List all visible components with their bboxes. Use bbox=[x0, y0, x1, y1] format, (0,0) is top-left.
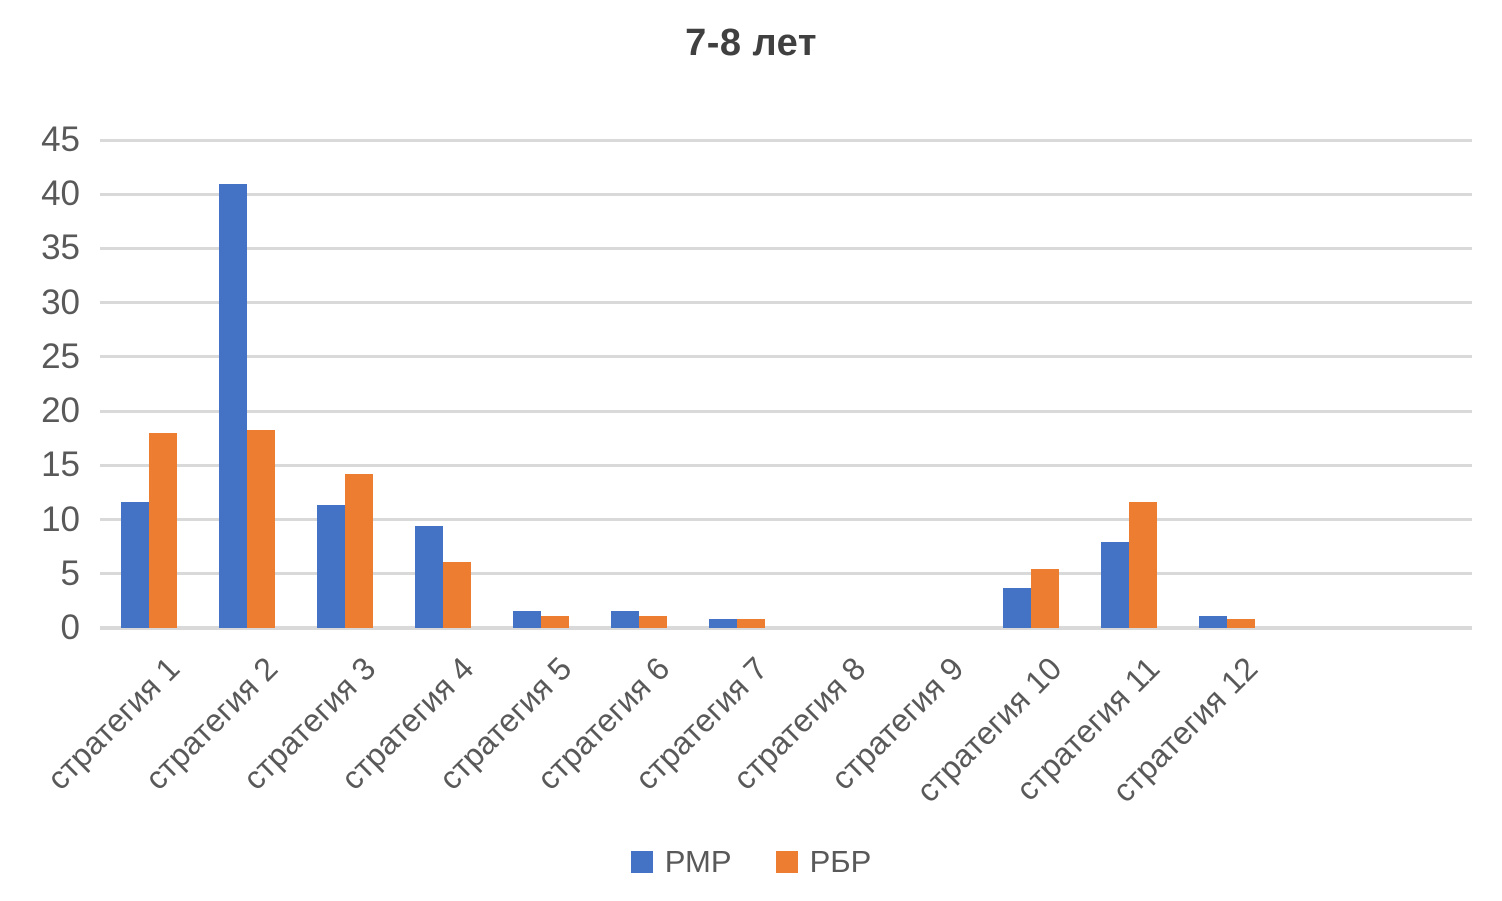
bar-РМР-2 bbox=[219, 184, 247, 628]
legend-label-series1: РМР bbox=[664, 844, 732, 879]
bar-РМР-6 bbox=[611, 610, 639, 628]
gridline-y30 bbox=[100, 301, 1472, 305]
chart-title: 7-8 лет bbox=[685, 22, 817, 64]
bar-РБР-3 bbox=[345, 474, 373, 628]
gridline-y5 bbox=[100, 572, 1472, 576]
bar-РБР-12 bbox=[1227, 619, 1255, 628]
x-axis-label-anchor-12: стратегия 12 bbox=[1105, 650, 1428, 809]
bar-РМР-7 bbox=[709, 619, 737, 628]
bar-РМР-5 bbox=[513, 610, 541, 628]
bar-РБР-1 bbox=[149, 432, 177, 628]
bar-РМР-12 bbox=[1199, 616, 1227, 628]
series1-swatch-icon bbox=[630, 851, 653, 873]
y-axis-label-0: 0 bbox=[60, 608, 80, 647]
gridline-y15 bbox=[100, 463, 1472, 467]
legend-item-series2: РБР bbox=[775, 844, 872, 879]
bar-РМР-10 bbox=[1003, 587, 1031, 628]
y-axis-label-45: 45 bbox=[41, 120, 80, 159]
legend-item-series1: РМР bbox=[630, 844, 732, 879]
bar-РБР-5 bbox=[541, 616, 569, 628]
bar-РБР-11 bbox=[1129, 502, 1157, 628]
legend: РМР РБР bbox=[0, 845, 1502, 879]
legend-label-series2: РБР bbox=[809, 844, 872, 879]
gridline-y0 bbox=[100, 626, 1472, 630]
y-axis-label-20: 20 bbox=[41, 391, 80, 431]
y-axis-label-40: 40 bbox=[41, 174, 80, 214]
bar-РМР-1 bbox=[121, 502, 149, 628]
bar-РБР-6 bbox=[639, 616, 667, 628]
gridline-y20 bbox=[100, 409, 1472, 413]
y-axis-label-15: 15 bbox=[41, 445, 80, 485]
y-axis-label-35: 35 bbox=[41, 228, 80, 268]
gridline-y40 bbox=[100, 192, 1472, 196]
bar-РМР-3 bbox=[317, 505, 345, 628]
bar-РБР-7 bbox=[737, 619, 765, 628]
bar-РМР-11 bbox=[1101, 542, 1129, 628]
gridline-y25 bbox=[100, 355, 1472, 359]
y-axis-label-10: 10 bbox=[41, 499, 80, 539]
bar-РМР-4 bbox=[415, 526, 443, 628]
bar-РБР-4 bbox=[443, 561, 471, 628]
bar-РБР-10 bbox=[1031, 569, 1059, 628]
y-axis-label-30: 30 bbox=[41, 282, 80, 322]
y-axis-label-5: 5 bbox=[60, 553, 80, 593]
bar-РБР-2 bbox=[247, 429, 275, 628]
gridline-y10 bbox=[100, 518, 1472, 522]
y-axis-label-25: 25 bbox=[41, 336, 80, 376]
series2-swatch-icon bbox=[775, 851, 798, 873]
gridline-y35 bbox=[100, 246, 1472, 250]
gridline-y45 bbox=[100, 138, 1472, 142]
